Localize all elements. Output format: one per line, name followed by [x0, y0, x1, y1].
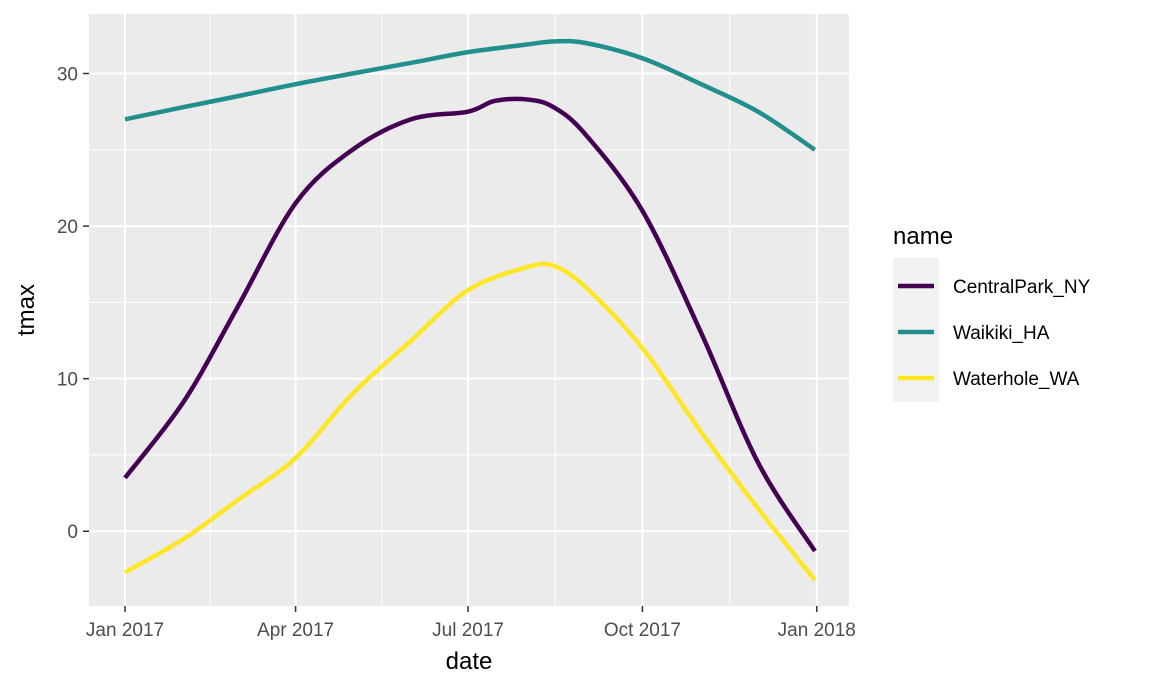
y-tick-label: 0	[67, 522, 78, 543]
series-line-centralpark-ny	[123, 96, 817, 553]
legend: name CentralPark_NY Waikiki_HA Waterhole_W…	[893, 223, 1091, 402]
y-tick-label: 20	[57, 217, 78, 238]
legend-title: name	[893, 223, 953, 250]
series-line-waikiki-ha	[124, 38, 817, 152]
y-axis-title: tmax	[13, 284, 40, 336]
series-line-waterhole-wa	[123, 261, 817, 582]
x-tick-label: Jan 2017	[86, 620, 164, 641]
x-tick-label: Jul 2017	[432, 620, 504, 641]
y-tick-label: 10	[57, 370, 78, 391]
legend-label-waikiki-ha: Waikiki_HA	[953, 323, 1050, 344]
x-axis-title: date	[446, 648, 493, 675]
x-tick-label: Oct 2017	[604, 620, 681, 641]
x-tick-label: Jan 2018	[778, 620, 856, 641]
legend-label-centralpark-ny: CentralPark_NY	[953, 277, 1091, 298]
y-tick-label: 30	[57, 65, 78, 86]
x-tick-label: Apr 2017	[257, 620, 334, 641]
series-lines	[123, 38, 817, 582]
x-axis-ticks: Jan 2017 Apr 2017 Jul 2017 Oct 2017 Jan 2018	[86, 606, 856, 641]
legend-label-waterhole-wa: Waterhole_WA	[953, 369, 1080, 390]
y-axis-ticks: 0 10 20 30	[57, 65, 89, 543]
